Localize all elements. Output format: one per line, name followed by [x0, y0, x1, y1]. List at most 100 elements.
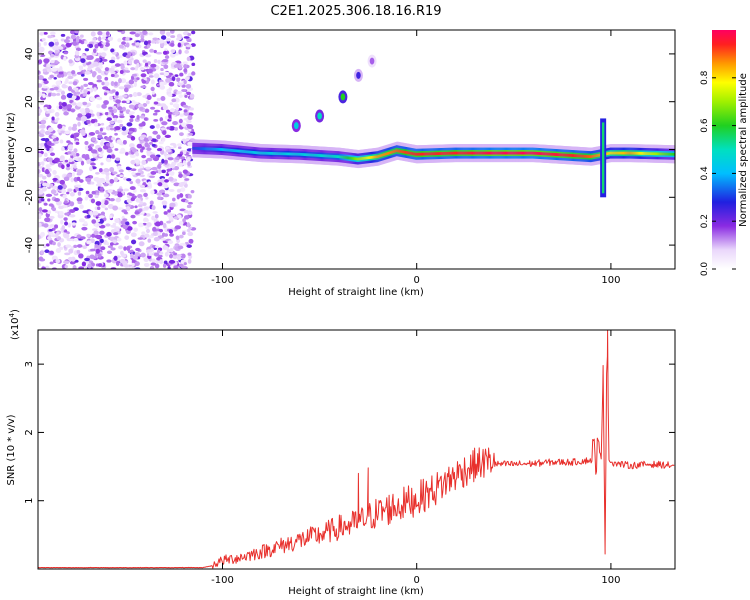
noise-blob: [119, 110, 124, 114]
noise-blob: [75, 47, 82, 52]
noise-blob: [97, 263, 103, 268]
noise-blob: [105, 31, 110, 36]
noise-blob: [159, 85, 166, 90]
snr-y-multiplier: (x104): [8, 309, 21, 340]
noise-blob: [186, 56, 191, 62]
noise-blob: [79, 108, 86, 114]
noise-blob: [38, 91, 43, 97]
noise-blob: [80, 55, 87, 60]
noise-blob: [80, 236, 86, 240]
noise-blob: [153, 252, 160, 257]
noise-blob: [111, 89, 116, 93]
noise-blob: [109, 242, 114, 246]
noise-blob: [149, 48, 155, 53]
noise-blob: [179, 72, 184, 77]
noise-blob: [43, 106, 48, 111]
noise-blob: [169, 30, 175, 34]
noise-blob: [97, 253, 102, 258]
noise-blob: [100, 141, 104, 147]
noise-blob: [148, 235, 154, 239]
noise-blob: [129, 118, 134, 123]
noise-blob: [110, 247, 116, 251]
noise-blob: [49, 224, 56, 228]
noise-blob: [64, 159, 69, 163]
noise-blob: [188, 238, 194, 244]
noise-blob: [128, 94, 133, 98]
noise-blob: [47, 236, 51, 240]
noise-blob: [183, 63, 188, 69]
noise-blob: [168, 259, 176, 264]
noise-blob: [87, 123, 92, 127]
noise-blob: [88, 166, 93, 172]
noise-blob: [118, 245, 123, 250]
noise-blob: [153, 118, 159, 122]
colorbar: 0.0 0.2 0.4 0.6 0.8 Normalized spectral ampl…: [700, 30, 749, 276]
noise-blob: [45, 243, 50, 247]
noise-blob: [183, 215, 190, 220]
noise-blob: [106, 231, 112, 237]
noise-blob: [164, 251, 169, 257]
noise-blob: [188, 226, 193, 230]
noise-blob: [79, 204, 84, 210]
noise-blob: [187, 112, 194, 116]
noise-blob: [84, 257, 90, 262]
noise-blob: [125, 54, 131, 59]
noise-blob: [91, 233, 96, 238]
noise-blob: [40, 119, 47, 125]
noise-blob: [77, 191, 82, 196]
noise-blob: [91, 219, 97, 224]
noise-blob: [74, 184, 82, 188]
noise-blob: [182, 218, 186, 223]
noise-blob: [131, 73, 137, 77]
noise-blob: [140, 85, 147, 89]
noise-blob: [38, 50, 42, 56]
noise-blob: [103, 100, 109, 105]
noise-blob: [61, 164, 65, 170]
noise-blob: [118, 44, 124, 49]
noise-blob: [112, 171, 118, 175]
noise-blob: [66, 104, 73, 109]
noise-blob: [134, 205, 138, 209]
noise-blob: [141, 146, 145, 150]
noise-blob: [42, 78, 47, 81]
noise-blob: [98, 153, 104, 158]
noise-blob: [107, 113, 112, 118]
noise-blob: [169, 171, 175, 176]
noise-blob: [186, 222, 191, 228]
noise-blob: [164, 55, 170, 60]
noise-blob: [164, 246, 169, 250]
noise-blob: [57, 46, 64, 50]
noise-blob: [114, 125, 121, 131]
noise-blob: [122, 218, 128, 222]
noise-blob: [70, 30, 76, 35]
noise-blob: [110, 81, 115, 87]
noise-blob: [99, 127, 104, 132]
noise-blob: [186, 204, 192, 209]
noise-blob: [151, 205, 156, 211]
noise-blob: [39, 32, 44, 36]
noise-blob: [89, 96, 96, 102]
noise-blob: [96, 206, 101, 211]
noise-blob: [136, 77, 140, 81]
noise-blob: [187, 252, 192, 256]
noise-blob: [187, 210, 193, 216]
noise-blob: [64, 200, 68, 204]
noise-blob: [38, 74, 44, 81]
noise-blob: [171, 98, 177, 103]
noise-blob: [76, 244, 83, 248]
noise-blob: [51, 135, 57, 139]
noise-blob: [166, 220, 171, 224]
noise-blob: [73, 148, 78, 153]
noise-blob: [123, 177, 127, 181]
noise-blob: [152, 130, 158, 135]
noise-blob: [135, 103, 140, 109]
noise-blob: [163, 233, 169, 237]
noise-blob: [111, 51, 117, 55]
noise-blob: [54, 119, 59, 123]
noise-blob: [119, 258, 126, 264]
noise-blob: [43, 58, 50, 64]
noise-blob: [151, 143, 156, 147]
noise-blob: [179, 156, 186, 160]
noise-blob: [46, 63, 51, 68]
noise-blob: [73, 237, 79, 242]
